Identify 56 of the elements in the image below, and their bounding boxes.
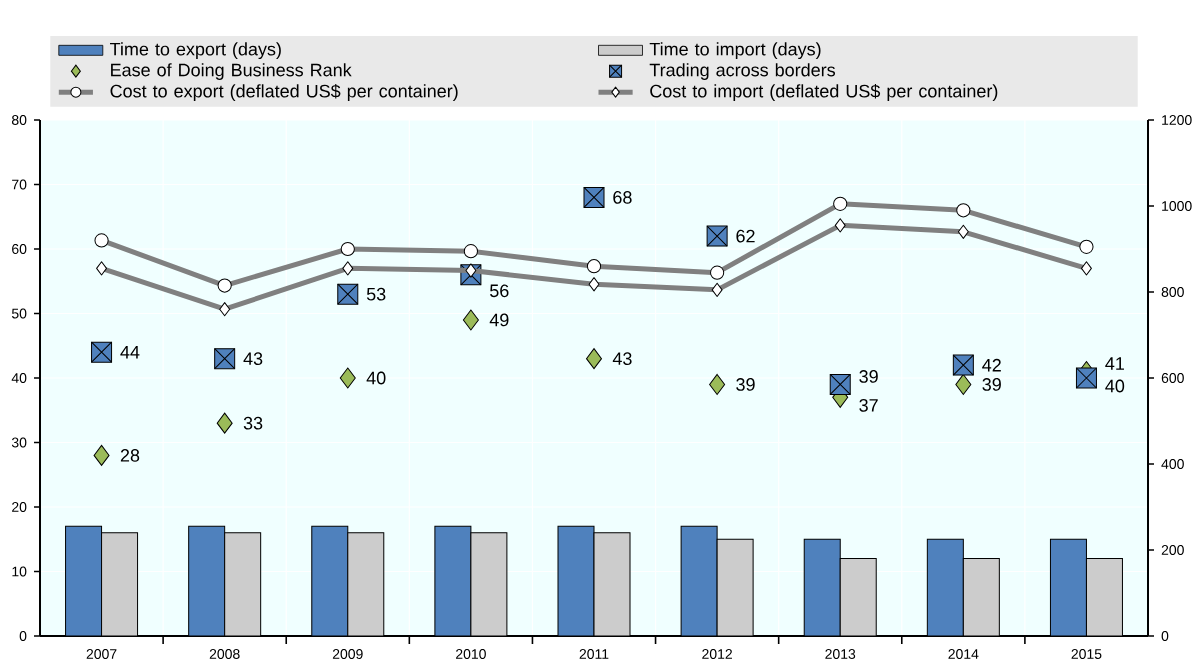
legend-label: Trading across borders — [649, 63, 836, 80]
x-tick-label: 2013 — [825, 649, 856, 659]
y-tick-label: 60 — [12, 244, 27, 254]
point — [216, 412, 233, 434]
y2-tick-label: 400 — [1161, 459, 1184, 469]
y-tick-label: 50 — [11, 308, 27, 319]
y-tick-label: 20 — [12, 502, 27, 512]
legend-label: Ease of Doing Business Rank — [111, 63, 352, 80]
y2-tick-label: 1000 — [1162, 201, 1192, 211]
x-tick-label: 2015 — [1071, 649, 1102, 659]
y2-tick-label: 200 — [1161, 545, 1184, 555]
x-tick-label: 2011 — [579, 649, 609, 659]
x-tick-label: 2012 — [702, 649, 732, 659]
point — [339, 367, 356, 389]
y-tick-label: 70 — [12, 179, 27, 190]
x-tick-label: 2009 — [332, 649, 363, 659]
x-tick-label: 2014 — [948, 649, 979, 659]
point — [586, 348, 602, 370]
data-label: 62 — [736, 229, 755, 243]
data-label: 40 — [1105, 379, 1125, 393]
data-label: 53 — [366, 287, 386, 301]
data-label: 33 — [243, 416, 263, 430]
legend-label: Time to import (days) — [649, 42, 821, 60]
data-label: 39 — [982, 378, 1001, 391]
y-tick-label: 40 — [11, 373, 27, 383]
data-label: 56 — [490, 284, 509, 298]
data-label: 37 — [859, 398, 878, 412]
legend-label: Cost to export (deflated US$ per container) — [110, 83, 458, 102]
y2-tick-label: 0 — [1161, 631, 1169, 641]
data-label: 43 — [612, 352, 632, 366]
legend-label: Cost to import (deflated US$ per container) — [650, 83, 998, 102]
point — [709, 373, 726, 395]
y2-tick-label: 600 — [1161, 373, 1184, 383]
y2-tick-label: 1200 — [1162, 115, 1192, 125]
data-label: 49 — [489, 313, 509, 327]
data-label: 28 — [120, 449, 140, 462]
y-tick-label: 80 — [11, 115, 27, 125]
data-label: 44 — [120, 346, 140, 359]
y-tick-label: 30 — [11, 437, 27, 448]
y-tick-label: 0 — [19, 631, 27, 641]
data-label: 40 — [366, 371, 386, 385]
y2-tick-label: 800 — [1161, 287, 1184, 297]
x-tick-label: 2007 — [86, 649, 117, 659]
y-tick-label: 10 — [12, 566, 27, 577]
legend-label: Time to export (days) — [110, 42, 281, 60]
x-tick-label: 2010 — [456, 649, 486, 659]
data-label: 39 — [859, 370, 878, 383]
data-label: 68 — [613, 191, 632, 204]
point — [462, 309, 479, 331]
data-label: 41 — [1105, 357, 1124, 370]
point — [955, 373, 972, 395]
data-label: 42 — [982, 358, 1001, 372]
point — [93, 444, 110, 466]
x-tick-label: 2008 — [209, 649, 240, 659]
data-label: 39 — [736, 378, 755, 391]
data-label: 43 — [243, 352, 263, 366]
